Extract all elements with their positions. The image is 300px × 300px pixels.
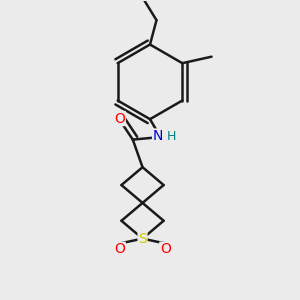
Text: O: O: [114, 112, 125, 125]
Text: O: O: [160, 242, 171, 256]
Text: H: H: [167, 130, 176, 142]
Text: S: S: [138, 232, 147, 246]
Text: N: N: [153, 129, 163, 143]
Text: O: O: [114, 242, 125, 256]
